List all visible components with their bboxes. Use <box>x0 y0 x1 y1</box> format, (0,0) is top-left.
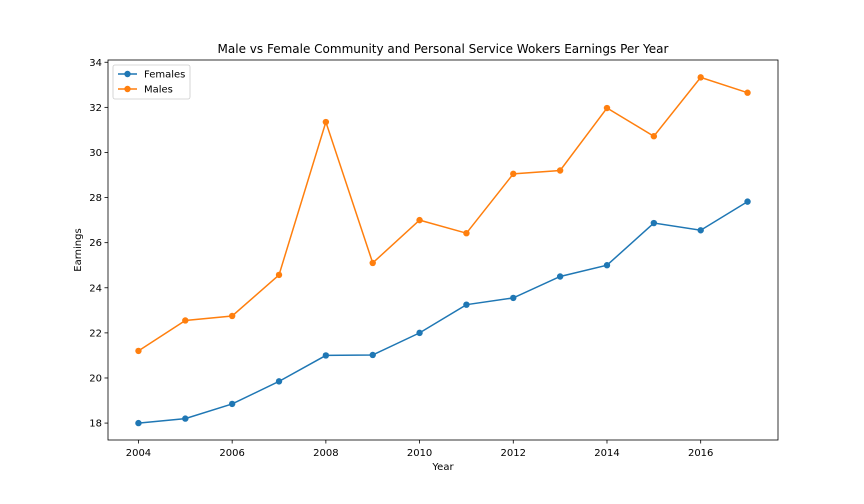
data-point-males <box>182 317 189 324</box>
x-tick-label: 2014 <box>594 448 619 459</box>
legend-marker-females <box>124 70 131 78</box>
data-point-females <box>322 352 330 359</box>
legend-label-males: Males <box>144 85 173 96</box>
data-point-females <box>744 198 751 205</box>
data-point-females <box>510 294 517 302</box>
x-axis-label: Year <box>431 462 454 473</box>
data-point-males <box>416 216 423 224</box>
data-point-females <box>556 273 564 280</box>
x-tick-label: 2010 <box>407 448 432 459</box>
data-point-males <box>369 259 376 267</box>
y-tick-label: 30 <box>89 148 102 159</box>
data-point-males <box>510 170 517 178</box>
data-point-females <box>463 301 470 308</box>
data-point-females <box>603 262 611 269</box>
y-axis-label: Earnings <box>73 228 84 271</box>
data-point-females <box>182 415 189 422</box>
data-point-males <box>322 118 330 126</box>
data-point-females <box>697 227 704 234</box>
data-point-males <box>463 229 470 237</box>
y-tick-label: 22 <box>89 328 102 339</box>
series-layer <box>135 74 751 427</box>
plot-frame <box>107 59 779 441</box>
legend-marker-males <box>124 85 131 93</box>
series-line-females <box>138 200 748 424</box>
data-point-males <box>697 74 704 81</box>
y-tick-label: 34 <box>89 58 102 69</box>
axes-layer: 2004 2006 2008 2010 2012 2014 2016 18 20 22 24 26 28… <box>89 58 713 459</box>
y-tick-label: 32 <box>89 103 102 114</box>
data-point-males <box>556 167 564 174</box>
data-point-females <box>650 219 658 227</box>
data-point-males <box>275 271 283 279</box>
plot-area <box>107 59 779 441</box>
legend-label-females: Females <box>144 70 185 81</box>
y-tick-label: 28 <box>89 193 102 204</box>
data-point-females <box>135 419 142 427</box>
y-tick-label: 18 <box>89 419 102 430</box>
x-tick-label: 2016 <box>688 448 713 459</box>
data-point-females <box>275 378 283 385</box>
y-tick-label: 24 <box>89 283 102 294</box>
data-point-females <box>416 329 423 337</box>
chart-title: Male vs Female Community and Personal Se… <box>218 42 669 56</box>
data-point-males <box>650 133 658 140</box>
data-point-females <box>369 351 376 359</box>
data-point-males <box>744 89 751 96</box>
y-tick-label: 20 <box>89 373 102 384</box>
data-point-males <box>603 104 611 112</box>
data-point-females <box>228 400 236 408</box>
legend: Females Males <box>112 64 191 100</box>
x-tick-label: 2012 <box>501 448 526 459</box>
data-point-males <box>135 347 142 355</box>
x-tick-label: 2004 <box>126 448 151 459</box>
data-point-males <box>228 312 236 320</box>
x-tick-label: 2008 <box>313 448 338 459</box>
series-line-males <box>138 76 748 352</box>
y-tick-label: 26 <box>89 238 102 249</box>
x-tick-label: 2006 <box>219 448 244 459</box>
